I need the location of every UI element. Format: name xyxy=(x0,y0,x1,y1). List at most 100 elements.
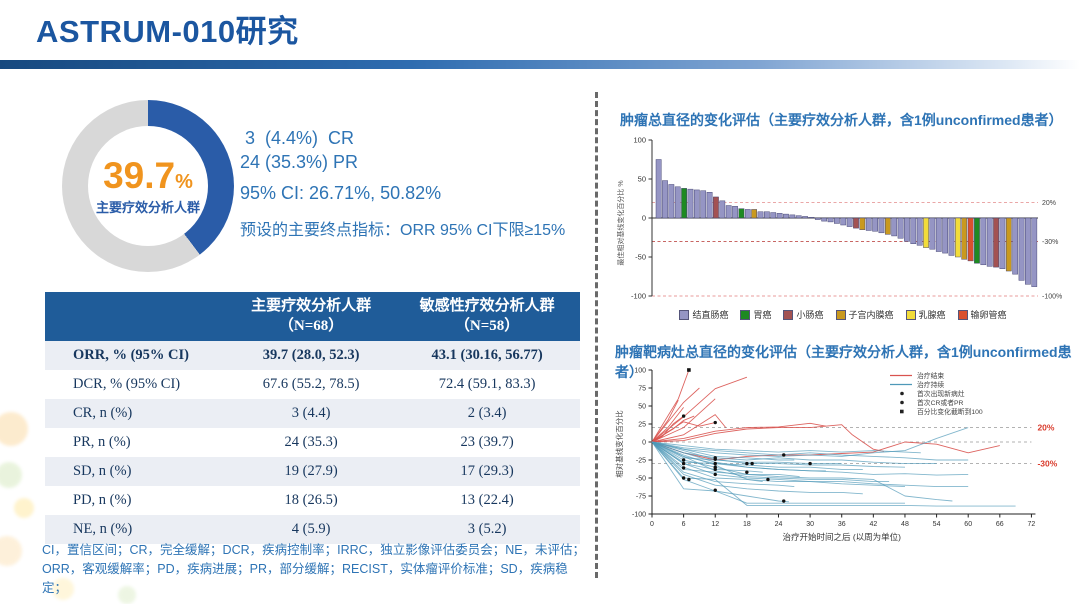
y-tick-label: 25 xyxy=(638,422,646,429)
patient-line-on xyxy=(651,441,905,504)
endpoint-line: 预设的主要终点指标：ORR 95% CI下限≥15% xyxy=(240,222,566,239)
event-marker-dot xyxy=(681,461,686,466)
legend-swatch xyxy=(740,309,751,320)
legend-dot-sample xyxy=(900,400,904,405)
y-tick-label: -100 xyxy=(632,512,646,519)
legend-label: 子宫内膜癌 xyxy=(848,310,894,320)
y-tick-label: -100 xyxy=(631,292,646,301)
waterfall-bar xyxy=(878,217,885,234)
table-row: NE, n (%) 4 (5.9) 3 (5.2) xyxy=(45,515,580,544)
legend-square-sample xyxy=(900,409,904,414)
legend-label: 首次CR或者PR xyxy=(917,398,964,407)
event-marker-dot xyxy=(782,453,786,457)
spider-chart-title: 肿瘤靶病灶总直径的变化评估（主要疗效分析人群，含1例unconfirmed患者） xyxy=(615,344,1072,380)
event-marker-dot xyxy=(681,476,686,480)
waterfall-bar xyxy=(693,189,700,219)
patient-line-on xyxy=(651,441,795,488)
patient-line-on xyxy=(651,441,790,503)
waterfall-bar xyxy=(884,217,891,235)
table-row: CR, n (%) 3 (4.4) 2 (3.4) xyxy=(45,399,580,428)
x-axis-title: 治疗开始时间之后 (以周为单位) xyxy=(782,532,901,542)
waterfall-bar xyxy=(719,200,726,219)
waterfall-bar xyxy=(961,217,968,260)
event-marker-dot xyxy=(681,466,686,470)
waterfall-bar xyxy=(897,217,904,239)
waterfall-bar xyxy=(751,209,757,219)
waterfall-bar xyxy=(655,159,662,219)
patient-line-on xyxy=(651,441,863,495)
row-value-sensitivity: 23 (39.7) xyxy=(460,434,514,450)
waterfall-bar xyxy=(662,180,668,219)
results-table-body: ORR, % (95% CI) 39.7 (28.0, 52.3) 43.1 (30… xyxy=(45,341,580,544)
col-header-sensitivity: 敏感性疗效分析人群 （N=58） xyxy=(394,292,580,341)
y-axis-title: 相对基线变化百分比 xyxy=(614,410,624,478)
patient-line-on xyxy=(651,441,969,461)
row-label: DCR, % (95% CI) xyxy=(73,376,181,392)
legend-swatch xyxy=(957,309,968,320)
waterfall-bar xyxy=(967,217,974,262)
event-marker-dot xyxy=(745,461,749,466)
y-tick-label: -50 xyxy=(636,476,646,483)
event-marker-dot xyxy=(782,499,786,503)
row-value-primary: 4 (5.9) xyxy=(291,521,331,537)
x-tick-label: 12 xyxy=(711,521,719,528)
orr-value: 39.7% xyxy=(103,154,193,196)
y-tick-label: 100 xyxy=(634,368,646,375)
waterfall-bar xyxy=(999,217,1006,269)
watermark-dot xyxy=(0,462,22,488)
legend-label: 首次出现新病灶 xyxy=(917,389,965,398)
row-value-primary: 67.6 (55.2, 78.5) xyxy=(262,376,360,392)
waterfall-bar xyxy=(700,190,707,219)
header-row: 主要疗效分析人群 （N=68） 敏感性疗效分析人群 （N=58） xyxy=(45,292,580,341)
row-value-sensitivity: 3 (5.2) xyxy=(467,521,507,537)
reference-label: -100% xyxy=(1042,294,1062,301)
patient-line-on xyxy=(651,441,863,470)
waterfall-bar xyxy=(929,217,936,250)
patient-line-end xyxy=(651,376,748,443)
x-tick-label: 36 xyxy=(838,521,846,528)
y-tick-label: 50 xyxy=(638,404,646,411)
row-label: PD, n (%) xyxy=(73,492,132,508)
waterfall-bar xyxy=(789,214,796,219)
waterfall-bar xyxy=(891,217,898,237)
row-value-sensitivity: 72.4 (59.1, 83.3) xyxy=(438,376,536,392)
patient-line-end xyxy=(651,424,884,452)
y-tick-label: 50 xyxy=(638,175,646,184)
waterfall-bar xyxy=(834,217,840,224)
waterfall-bar xyxy=(859,217,866,230)
waterfall-svg: 20% -30% -100% 100 50 0 -50 -100 最佳相对基线变化百分比 % xyxy=(616,136,1062,301)
y-tick-label: -50 xyxy=(635,253,646,262)
waterfall-bar xyxy=(738,208,745,219)
legend-swatch xyxy=(835,309,846,320)
legend-item: 输卵管癌 xyxy=(957,308,1007,321)
waterfall-bar xyxy=(872,217,878,232)
patient-line-end xyxy=(651,422,826,443)
patient-line-on xyxy=(651,441,800,478)
x-tick-label: 24 xyxy=(775,521,783,528)
event-marker-square xyxy=(687,368,691,372)
col-header-primary: 主要疗效分析人群 （N=68） xyxy=(228,292,395,341)
watermark-dot xyxy=(52,578,74,600)
event-marker-dot xyxy=(808,461,812,466)
x-tick-label: 66 xyxy=(996,521,1004,528)
legend-swatch xyxy=(905,309,916,320)
waterfall-bar xyxy=(1018,217,1025,281)
waterfall-bar xyxy=(993,217,999,268)
waterfall-bar xyxy=(935,217,942,252)
legend-label: 乳腺癌 xyxy=(918,310,946,320)
patient-line-end xyxy=(651,369,690,443)
row-value-primary: 24 (35.3) xyxy=(284,434,338,450)
waterfall-bar xyxy=(904,217,910,242)
legend-label: 治疗持续 xyxy=(917,380,944,389)
waterfall-bar xyxy=(757,211,764,219)
patient-line-end xyxy=(651,414,727,443)
row-value-primary: 18 (26.5) xyxy=(284,492,338,508)
waterfall-bar xyxy=(770,212,777,219)
event-marker-dot xyxy=(750,461,754,466)
waterfall-bar xyxy=(814,217,821,220)
patient-line-end xyxy=(651,399,679,443)
waterfall-bar xyxy=(744,209,751,219)
legend-dot-sample xyxy=(900,391,904,396)
pr-line: 24 (35.3%) PR xyxy=(240,152,359,172)
waterfall-bar xyxy=(840,217,847,226)
